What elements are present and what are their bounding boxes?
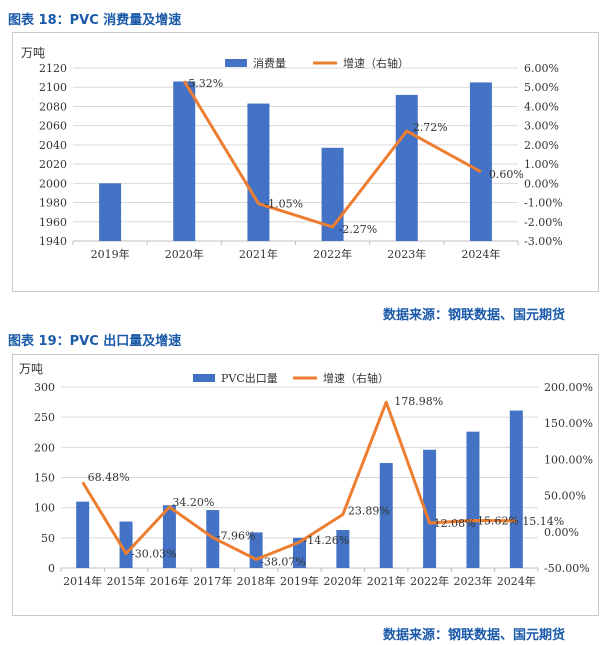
y2-tick-label: -3.00% <box>524 235 563 248</box>
data-label: 23.89% <box>348 505 390 518</box>
chart1-container: 1940 1960 1980 2000 2020 2040 2060 2080 2100 2120… <box>12 32 599 292</box>
y-tick-label: 2020 <box>39 158 67 171</box>
y-tick-label: 300 <box>34 381 55 394</box>
data-label: 15.14% <box>522 515 564 528</box>
chart2-svg: 0 50 100 150 200 250 300 -50.00% 0.00% 50.00% 100.… <box>19 362 593 588</box>
x-tick-label: 2020年 <box>323 574 362 588</box>
y-tick-label: 2060 <box>39 120 67 133</box>
x-tick-label: 2022年 <box>313 247 352 261</box>
data-label: -14.26% <box>304 534 350 547</box>
bar <box>469 82 492 241</box>
chart2-title: 图表 19：PVC 出口量及增速 <box>8 334 182 349</box>
x-tick-label: 2019年 <box>280 574 319 588</box>
bar <box>509 410 523 568</box>
y-tick-label: 0 <box>48 562 55 575</box>
bar <box>293 537 306 568</box>
y-unit-label: 万吨 <box>19 362 43 376</box>
data-label: 0.60% <box>489 168 524 181</box>
chart1-title: 图表 18：PVC 消费量及增速 <box>8 13 182 28</box>
y2-tick-label: 5.00% <box>524 81 559 94</box>
growth-line <box>81 400 517 561</box>
y2-tick-label: 3.00% <box>524 120 559 133</box>
y-tick-label: 250 <box>34 411 55 424</box>
bar <box>336 529 350 568</box>
y2-tick-label: 50.00% <box>544 490 586 503</box>
bar <box>423 449 437 568</box>
y-tick-label: 1940 <box>39 235 67 248</box>
bar <box>162 505 176 568</box>
data-label: -2.27% <box>339 223 378 236</box>
chart2-source: 数据来源：钢联数据、国元期货 <box>382 628 565 643</box>
chart1-source: 数据来源：钢联数据、国元期货 <box>382 308 565 323</box>
y-tick-label: 2000 <box>39 177 67 190</box>
data-label: 15.62% <box>477 514 519 527</box>
x-tick-label: 2021年 <box>239 247 278 261</box>
y-tick-label: 1960 <box>39 216 67 229</box>
y-tick-label: 1980 <box>39 197 67 210</box>
bar <box>379 463 393 568</box>
y-unit-label: 万吨 <box>21 46 45 60</box>
y-tick-label: 2040 <box>39 139 67 152</box>
x-tick-label: 2015年 <box>107 574 146 588</box>
bar <box>466 431 480 568</box>
bar <box>99 183 122 241</box>
data-label: -7.96% <box>217 530 256 543</box>
data-label: 178.98% <box>394 395 443 408</box>
data-label: -1.05% <box>264 198 303 211</box>
y2-tick-label: 200.00% <box>544 381 593 394</box>
y-tick-label: 100 <box>34 502 55 515</box>
bar <box>173 81 196 241</box>
x-tick-label: 2022年 <box>410 574 449 588</box>
y2-tick-label: -50.00% <box>544 562 590 575</box>
x-tick-label: 2017年 <box>193 574 232 588</box>
bar <box>119 521 133 568</box>
x-tick-label: 2014年 <box>63 574 102 588</box>
data-label: -30.03% <box>131 548 177 561</box>
x-tick-label: 2024年 <box>497 574 536 588</box>
x-tick-label: 2018年 <box>237 574 276 588</box>
x-tick-label: 2023年 <box>387 247 426 261</box>
bar <box>76 501 90 568</box>
legend-bar-swatch <box>193 374 215 382</box>
legend-line-label: 增速（右轴） <box>343 56 409 70</box>
y2-tick-label: 4.00% <box>524 100 559 113</box>
y-tick-label: 2080 <box>39 100 67 113</box>
bar <box>247 103 270 241</box>
y2-tick-label: 100.00% <box>544 453 593 466</box>
growth-line <box>182 80 482 229</box>
data-label: 68.48% <box>88 471 130 484</box>
x-tick-label: 2021年 <box>367 574 406 588</box>
x-tick-label: 2023年 <box>453 574 492 588</box>
x-tick-label: 2020年 <box>165 247 204 261</box>
chart1-svg: 1940 1960 1980 2000 2020 2040 2060 2080 2100 2120… <box>21 46 563 261</box>
y2-tick-label: 0.00% <box>524 177 559 190</box>
y2-tick-label: 2.00% <box>524 139 559 152</box>
data-label: 5.32% <box>188 77 223 90</box>
data-label: -38.07% <box>260 555 306 568</box>
y2-tick-label: -2.00% <box>524 216 563 229</box>
x-tick-label: 2016年 <box>150 574 189 588</box>
y-tick-label: 2100 <box>39 81 67 94</box>
legend-bar-label: PVC出口量 <box>221 371 278 385</box>
y2-tick-label: 1.00% <box>524 158 559 171</box>
y2-tick-label: 6.00% <box>524 62 559 75</box>
data-label: 2.72% <box>413 121 448 134</box>
data-label: 34.20% <box>172 496 214 509</box>
y-tick-label: 200 <box>34 441 55 454</box>
y2-tick-label: -1.00% <box>524 197 563 210</box>
y-tick-label: 50 <box>41 532 55 545</box>
chart2-container: 0 50 100 150 200 250 300 -50.00% 0.00% 50.00% 100.… <box>12 354 599 616</box>
x-tick-label: 2019年 <box>91 247 130 261</box>
y2-tick-label: 0.00% <box>544 526 579 539</box>
data-label: 12.08% <box>434 517 476 530</box>
x-tick-label: 2024年 <box>461 247 500 261</box>
legend-bar-swatch <box>225 59 247 67</box>
y2-tick-label: 150.00% <box>544 417 593 430</box>
y-tick-label: 2120 <box>39 62 67 75</box>
legend-bar-label: 消费量 <box>253 56 286 70</box>
y-tick-label: 150 <box>34 472 55 485</box>
legend-line-label: 增速（右轴） <box>323 371 389 385</box>
bar <box>395 94 418 242</box>
